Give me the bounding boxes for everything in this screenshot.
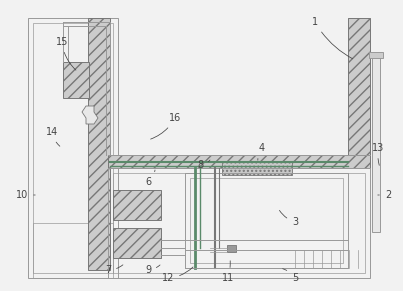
Bar [113, 190, 161, 220]
Text: 2: 2 [378, 190, 391, 200]
Bar [190, 178, 343, 263]
Bar [222, 161, 292, 175]
Bar [227, 245, 236, 252]
Text: 8: 8 [197, 160, 210, 170]
Text: 12: 12 [162, 267, 193, 283]
Bar [108, 155, 370, 168]
Text: 11: 11 [222, 261, 234, 283]
Bar [88, 18, 110, 270]
Text: 15: 15 [56, 37, 76, 70]
Bar [348, 18, 370, 155]
Bar [113, 173, 365, 273]
Bar [33, 223, 113, 278]
Bar [33, 23, 113, 273]
Text: 5: 5 [283, 269, 298, 283]
Text: 9: 9 [145, 265, 160, 275]
Text: 6: 6 [145, 170, 155, 187]
Bar [372, 55, 380, 232]
Bar [113, 228, 161, 258]
Text: 3: 3 [279, 210, 298, 227]
Bar [108, 168, 370, 278]
Text: 13: 13 [372, 143, 384, 165]
Text: 16: 16 [151, 113, 181, 139]
Text: 10: 10 [16, 190, 35, 200]
Polygon shape [82, 106, 98, 124]
Text: 7: 7 [105, 265, 123, 275]
Text: 4: 4 [258, 143, 265, 160]
Bar [28, 18, 118, 278]
Text: 1: 1 [312, 17, 353, 59]
Bar [63, 62, 89, 98]
Bar [185, 173, 348, 268]
Bar [369, 52, 383, 58]
Text: 14: 14 [46, 127, 60, 146]
